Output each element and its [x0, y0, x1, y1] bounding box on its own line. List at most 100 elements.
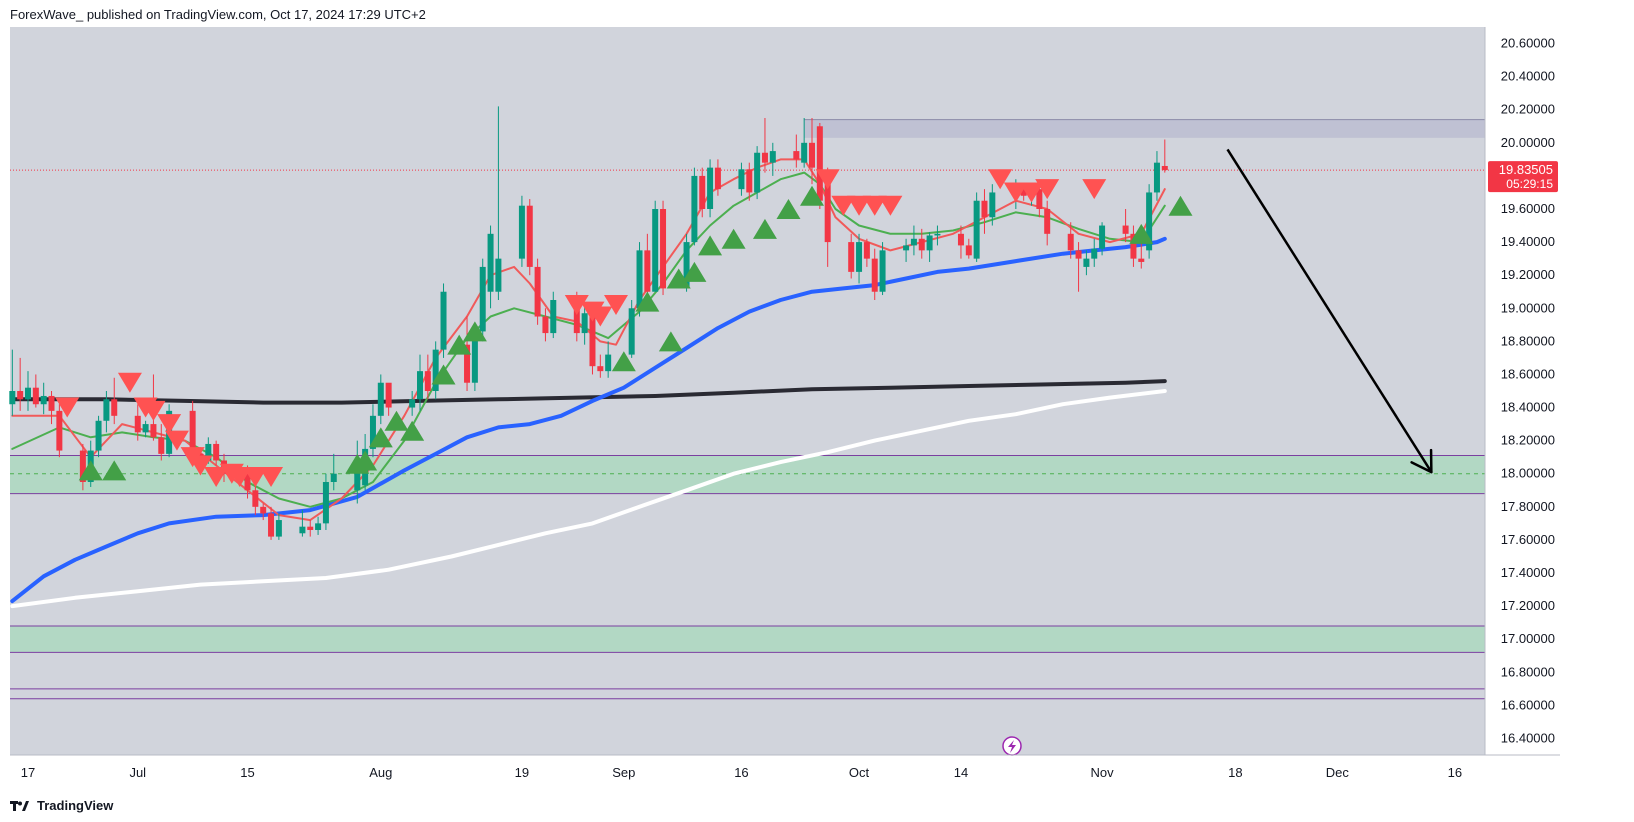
sell-triangle: [815, 169, 840, 190]
candle-body: [260, 506, 267, 514]
candle-body: [244, 473, 251, 491]
candle: [32, 374, 39, 408]
candle-body: [424, 371, 431, 391]
candle: [95, 415, 102, 458]
candle-body: [56, 410, 63, 451]
sell-triangle: [847, 195, 872, 216]
candle: [158, 424, 165, 461]
candle-body: [40, 395, 47, 405]
candle-body: [1044, 209, 1051, 234]
candle-body: [573, 300, 580, 334]
buy-triangle: [752, 218, 777, 239]
candle-body: [848, 242, 855, 272]
x-tick-label: Nov: [1091, 765, 1115, 780]
candle-body: [48, 395, 55, 411]
candle-body: [636, 250, 643, 309]
x-tick-label: 15: [240, 765, 254, 780]
candle-body: [1122, 225, 1129, 234]
candle-body: [299, 526, 306, 534]
candle-body: [816, 126, 823, 201]
candle: [809, 118, 815, 185]
candle-body: [25, 387, 31, 400]
candle-body: [479, 266, 486, 332]
brand-name: TradingView: [37, 798, 114, 813]
y-tick-label: 18.80000: [1501, 333, 1555, 348]
candle-body: [268, 513, 275, 537]
candle-body: [871, 258, 878, 292]
x-tick-label: Dec: [1326, 765, 1350, 780]
candle-body: [824, 175, 831, 243]
candle-body: [699, 175, 706, 209]
buy-triangle: [698, 235, 723, 256]
candle-body: [809, 142, 815, 168]
candle: [315, 516, 322, 535]
candle: [761, 118, 768, 173]
y-tick-labels: 20.6000020.4000020.2000020.0000019.80000…: [1501, 36, 1555, 746]
buy-triangle: [78, 460, 103, 481]
x-tick-label: 18: [1228, 765, 1242, 780]
y-tick-label: 17.80000: [1501, 499, 1555, 514]
zones-layer: [10, 119, 1485, 700]
candle: [597, 354, 604, 378]
buy-triangle: [384, 410, 409, 431]
candle-body: [910, 238, 917, 246]
candle: [1146, 184, 1153, 259]
candle-body: [464, 344, 471, 383]
sell-triangle: [227, 467, 252, 488]
candle: [330, 453, 337, 491]
candle: [1138, 242, 1145, 269]
candle: [738, 162, 745, 196]
candle: [103, 391, 110, 433]
candle: [1122, 209, 1129, 243]
sell-triangle: [1019, 182, 1044, 203]
candle-body: [440, 291, 447, 350]
price-chart[interactable]: 20.6000020.4000020.2000020.0000019.80000…: [0, 0, 1634, 790]
y-tick-label: 19.60000: [1501, 201, 1555, 216]
candle-body: [32, 387, 39, 405]
candle-body: [589, 313, 596, 367]
candle: [268, 506, 275, 540]
candle: [526, 199, 533, 276]
candle-body: [644, 250, 651, 292]
event-bolt-icon[interactable]: [1002, 736, 1022, 756]
candle-body: [307, 526, 314, 530]
candle: [957, 225, 964, 259]
buy-triangle: [776, 199, 801, 219]
candle: [628, 300, 635, 358]
buy-triangle: [368, 427, 393, 448]
candle: [848, 233, 855, 279]
buy-triangle: [462, 321, 487, 342]
candle: [660, 200, 667, 296]
y-tick-label: 20.00000: [1501, 135, 1555, 150]
candle: [40, 382, 47, 415]
buy-triangle: [682, 261, 707, 282]
candle: [409, 391, 416, 416]
candle-body: [550, 300, 557, 334]
candle-body: [471, 331, 478, 383]
candle-body: [205, 443, 212, 461]
y-tick-label: 20.60000: [1501, 36, 1555, 51]
candle-body: [856, 242, 863, 272]
candle: [487, 225, 494, 309]
candle: [307, 520, 314, 537]
candle: [1153, 151, 1160, 201]
candle-body: [660, 209, 667, 289]
buy-triangle: [102, 460, 127, 481]
candle: [1036, 184, 1043, 218]
candle-body: [965, 245, 972, 256]
buy-triangle: [666, 268, 691, 289]
sell-triangle: [862, 195, 887, 216]
sell-triangle: [831, 195, 856, 216]
candle: [322, 473, 329, 530]
candle-body: [1130, 233, 1137, 259]
candles-layer: [9, 106, 1168, 540]
y-tick-label: 16.80000: [1501, 664, 1555, 679]
candle-body: [973, 200, 980, 259]
candle-body: [1099, 225, 1106, 249]
y-tick-label: 20.40000: [1501, 69, 1555, 84]
candle-body: [683, 242, 690, 289]
candle-body: [926, 235, 933, 251]
candle-body: [518, 205, 525, 259]
ma_white-line: [10, 389, 1167, 609]
candle-body: [409, 399, 416, 408]
